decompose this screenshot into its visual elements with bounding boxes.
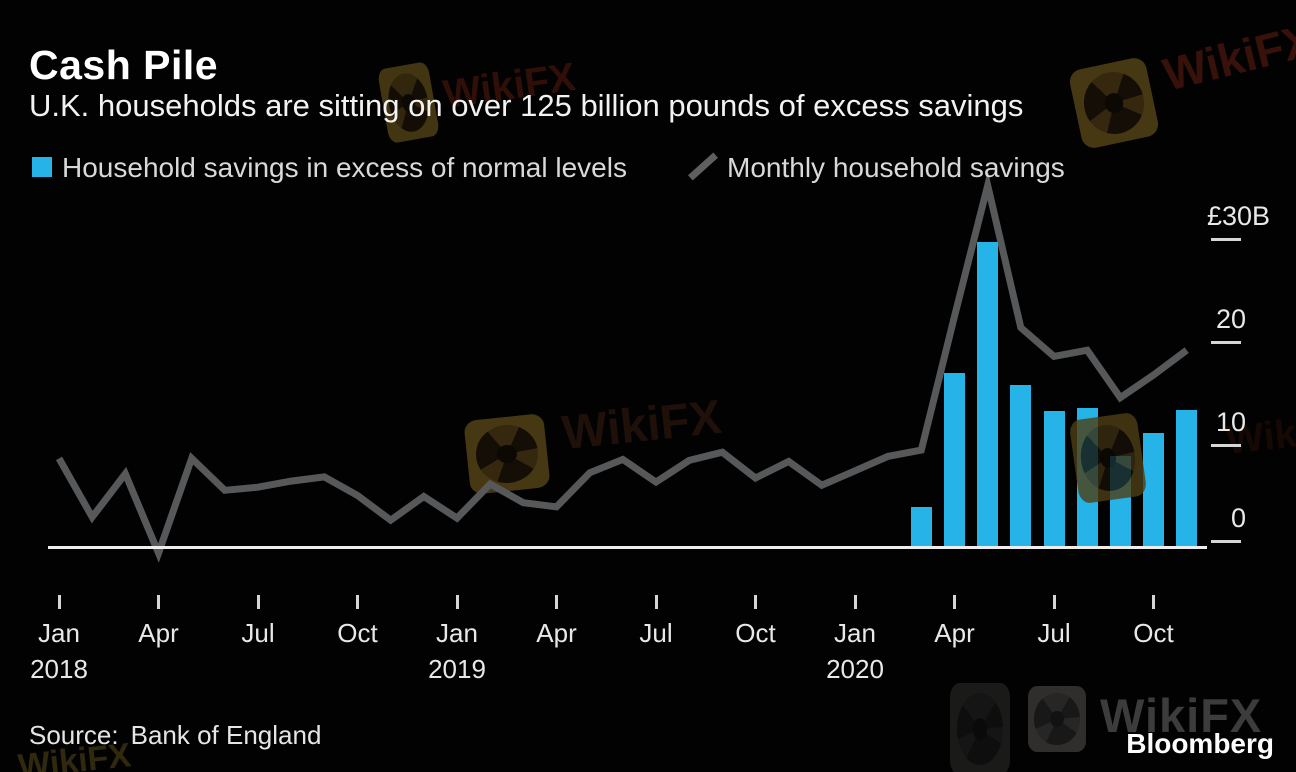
x-axis-line <box>48 546 1207 549</box>
wikifx-watermark-text: WikiFX <box>1100 689 1263 742</box>
chart-subtitle: U.K. households are sitting on over 125 … <box>29 88 1024 123</box>
source-note: Source: Bank of England <box>29 720 321 751</box>
x-tick-label: Oct <box>735 618 776 648</box>
y-tick-label-0: 0 <box>1230 503 1246 533</box>
x-tick-oct <box>356 595 359 609</box>
x-tick-apr <box>555 595 558 609</box>
bloomberg-logo: Bloomberg <box>1126 728 1274 759</box>
y-tick-30 <box>1211 238 1241 241</box>
x-tick-label: Oct <box>337 618 378 648</box>
x-tick-label: Jan <box>436 618 478 648</box>
y-tick-0 <box>1211 540 1241 543</box>
x-tick-jul <box>1052 595 1056 609</box>
x-tick-label: Jan <box>38 618 80 648</box>
x-tick-label: Apr <box>138 618 179 648</box>
x-tick-jan-2018 <box>57 595 61 609</box>
x-tick-label: Apr <box>934 618 975 648</box>
x-tick-jan-2019 <box>455 595 459 609</box>
x-tick-jul <box>256 595 260 609</box>
page-title: Cash Pile <box>29 42 219 88</box>
x-tick-apr <box>157 595 160 609</box>
x-tick-oct <box>1152 595 1155 609</box>
source-value: Bank of England <box>130 720 322 750</box>
x-tick-year-label: 2018 <box>30 654 88 684</box>
x-tick-label: Apr <box>536 618 577 648</box>
y-tick-label-30: £30B <box>1206 201 1270 231</box>
x-tick-label: Jul <box>241 618 275 648</box>
x-tick-year-label: 2020 <box>826 654 884 684</box>
x-tick-oct <box>754 595 757 609</box>
x-tick-jul <box>654 595 658 609</box>
x-tick-label: Jan <box>834 618 876 648</box>
legend-label-excess-savings: Household savings in excess of normal le… <box>62 152 627 183</box>
source-label: Source: <box>29 720 119 750</box>
x-tick-label: Oct <box>1133 618 1174 648</box>
x-tick-label: Jul <box>639 618 673 648</box>
y-tick-label-20: 20 <box>1215 304 1246 334</box>
y-tick-20 <box>1211 341 1241 344</box>
y-tick-label-10: 10 <box>1215 407 1246 437</box>
x-tick-label: Jul <box>1037 618 1071 648</box>
y-tick-10 <box>1211 444 1241 447</box>
x-tick-apr <box>953 595 956 609</box>
legend-label-monthly-savings: Monthly household savings <box>727 152 1065 183</box>
x-tick-jan-2020 <box>853 595 857 609</box>
x-tick-year-label: 2019 <box>428 654 486 684</box>
legend-bar-swatch <box>32 157 52 177</box>
